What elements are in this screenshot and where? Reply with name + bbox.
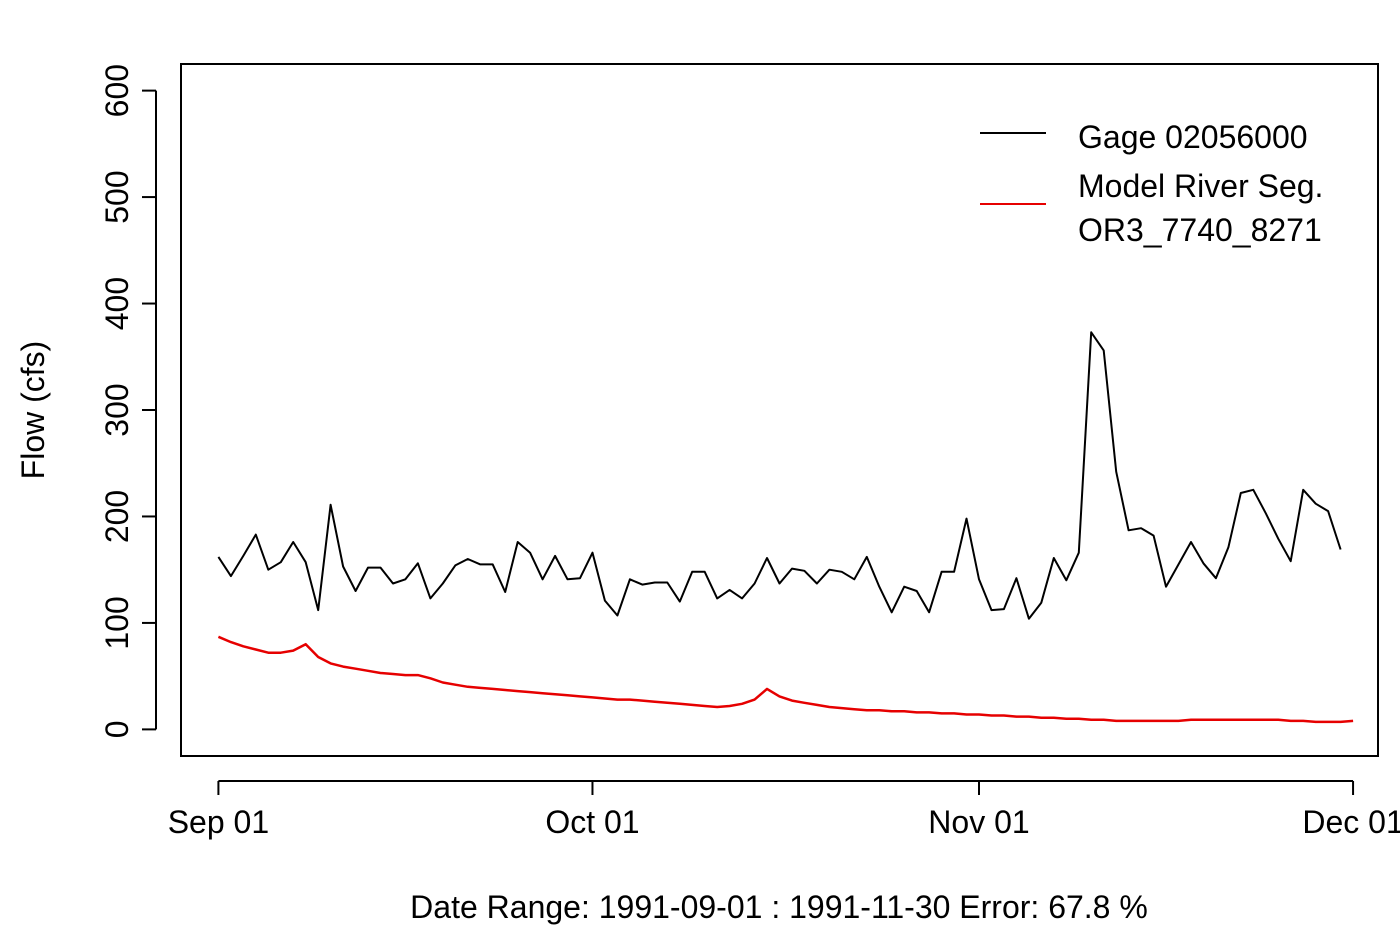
legend-label-gage: Gage 02056000	[1078, 119, 1308, 155]
x-axis: Sep 01 Oct 01 Nov 01 Dec 01	[168, 780, 1400, 840]
y-tick-label: 600	[99, 64, 135, 117]
legend-label-model-line1: Model River Seg.	[1078, 168, 1323, 204]
series-layer	[217, 331, 1354, 724]
x-tick-label: Nov 01	[928, 804, 1029, 840]
x-tick-label: Sep 01	[168, 804, 269, 840]
y-tick-label: 300	[99, 383, 135, 436]
y-axis: 0 100 200 300 400 500 600	[99, 64, 157, 738]
x-tick-label: Dec 01	[1302, 804, 1400, 840]
y-tick-label: 0	[99, 720, 135, 738]
legend-label-model-line2: OR3_7740_8271	[1078, 212, 1322, 248]
x-tick-label: Oct 01	[545, 804, 639, 840]
series-line-2	[217, 635, 1354, 724]
y-axis-title: Flow (cfs)	[15, 341, 51, 480]
series-line-1	[217, 331, 1342, 620]
plot-box	[180, 63, 1379, 757]
y-tick-label: 200	[99, 490, 135, 543]
legend: Gage 02056000 Model River Seg. OR3_7740_8…	[980, 119, 1323, 248]
x-axis-title: Date Range: 1991-09-01 : 1991-11-30 Erro…	[410, 889, 1148, 925]
y-tick-label: 400	[99, 277, 135, 330]
y-tick-label: 500	[99, 170, 135, 223]
y-tick-label: 100	[99, 596, 135, 649]
